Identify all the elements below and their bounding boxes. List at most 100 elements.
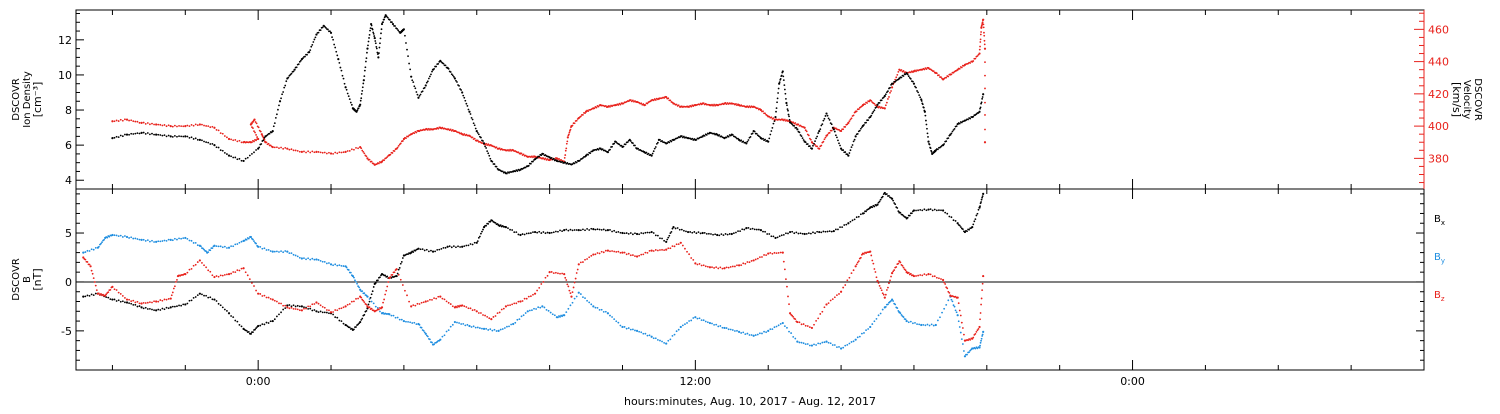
bx-point [423,249,426,252]
bx-point [240,325,243,328]
density-point [920,100,923,102]
bx-point [173,305,176,308]
bz-point [458,305,460,308]
bz-point [144,302,147,304]
bx-point [107,296,110,299]
by-point [514,321,517,324]
by-point [569,304,572,307]
bx-point [839,226,841,229]
bz-point [617,250,620,253]
bx-point [284,307,287,310]
density-point [812,144,814,147]
bz-point [382,301,384,304]
velocity-point [251,122,253,125]
bx-point [355,326,357,328]
velocity-point [542,157,545,160]
bz-point [577,263,580,266]
bx-point [478,235,481,238]
density-point [921,103,924,106]
density-point [345,88,348,91]
bx-point [956,222,959,225]
velocity-point [386,156,389,158]
by-point [696,317,699,320]
density-point [828,118,831,121]
bz-point [217,275,220,278]
density-point [753,130,756,133]
by-point [902,316,905,318]
density-point [900,76,903,79]
bz-point [207,269,210,272]
by-point [960,338,963,340]
bx-point [259,324,262,327]
density-point [359,99,362,102]
by-point [928,324,931,327]
bz-point [198,259,201,262]
velocity-point [857,108,860,111]
by-series [82,233,985,358]
bx-point [774,236,777,240]
bz-point [880,289,883,292]
bz-point [850,272,853,275]
velocity-point [558,157,560,160]
bz-point [255,289,257,292]
by-point [317,259,320,261]
density-point [480,136,482,139]
by-point [800,341,803,344]
bz-point [515,302,518,305]
bz-point [128,298,130,301]
bx-point [561,230,564,233]
bz-point [213,275,216,279]
legend-sub: z [1441,295,1445,303]
bz-point [588,256,591,259]
by-point [182,237,185,240]
velocity-point [712,104,714,107]
density-point [435,65,438,68]
by-point [892,300,895,302]
bx-point [165,306,168,309]
by-point [226,247,228,249]
velocity-point [286,147,289,150]
density-point [926,132,929,135]
density-point [869,115,872,119]
density-point [477,133,480,136]
velocity-point [983,39,986,42]
by-point [230,245,232,248]
by-point [706,321,709,324]
bx-point [853,218,856,221]
density-point [341,74,344,77]
density-point [920,98,923,101]
bz-point [927,273,930,276]
bz-point [134,301,137,304]
bx-point [517,233,520,236]
by-point [957,320,960,323]
density-point [383,18,386,21]
by-point [961,343,964,345]
bx-point [604,229,607,232]
bz-point [230,272,232,275]
by-point [563,314,566,317]
bz-point [221,274,224,277]
y-tick-label-left: 12 [58,34,72,47]
density-point [883,94,886,98]
by-point [329,263,333,266]
bx-point [171,305,174,308]
by-point [909,320,912,323]
density-point [926,127,928,130]
velocity-point [215,129,218,131]
bz-point [169,297,172,300]
bx-point [325,311,328,314]
velocity-point [226,136,228,139]
bz-point [960,321,963,324]
density-point [246,156,249,159]
density-point [362,79,365,82]
bz-point [981,282,984,285]
density-point [344,86,347,89]
x-tick-label: 12:00 [679,375,711,388]
velocity-point [342,151,345,154]
bz-point [566,283,569,286]
density-point [309,49,312,52]
density-point [317,31,320,34]
bz-point [869,250,872,253]
bx-point [82,295,85,298]
bx-point [981,196,984,199]
